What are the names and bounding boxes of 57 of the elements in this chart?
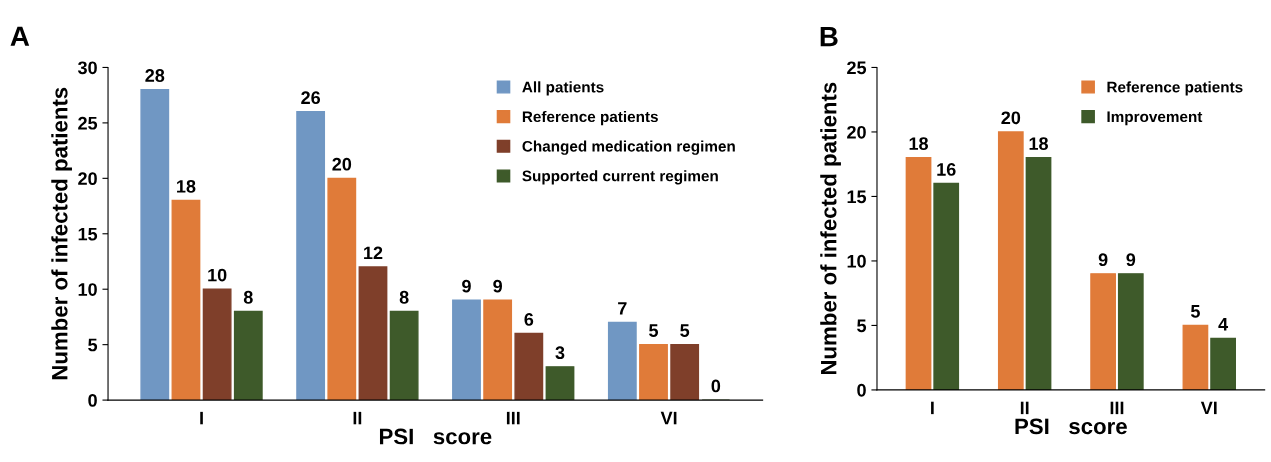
- x-tick-label: III: [1110, 401, 1124, 415]
- y-tick-label: 10: [847, 254, 866, 268]
- data-label: 20: [1001, 111, 1021, 125]
- data-label: 18: [1029, 137, 1048, 151]
- data-label: 9: [493, 279, 503, 293]
- x-tick-label: II: [353, 411, 362, 425]
- data-label: 6: [524, 313, 534, 326]
- y-axis-title: Number of infected patients: [51, 87, 72, 380]
- y-tick-label: 20: [847, 125, 866, 139]
- data-label: 10: [208, 268, 227, 282]
- y-tick-label: 30: [77, 61, 97, 75]
- data-label: 26: [301, 91, 321, 105]
- x-tick-label: II: [1020, 401, 1029, 415]
- x-tick-label: VI: [660, 411, 677, 425]
- y-tick-label: 25: [78, 116, 98, 130]
- data-label: 18: [909, 137, 929, 151]
- y-tick-label: 15: [78, 227, 98, 241]
- chart-title: B: [820, 27, 838, 47]
- y-tick-label: 5: [88, 338, 98, 352]
- legend-label: Supported current regimen: [522, 170, 718, 185]
- data-label: 4: [1218, 318, 1229, 331]
- data-label: 7: [618, 302, 627, 315]
- data-label: 16: [937, 163, 956, 176]
- data-label: 5: [1190, 305, 1200, 318]
- y-tick-label: 0: [857, 383, 866, 397]
- data-label: 9: [1126, 253, 1136, 267]
- data-label: 5: [680, 324, 690, 337]
- x-tick-label: I: [200, 411, 203, 425]
- data-label: 8: [243, 290, 253, 304]
- data-label: 20: [332, 157, 352, 171]
- data-label: 8: [399, 290, 409, 304]
- data-label: 18: [177, 179, 196, 193]
- y-tick-label: 15: [847, 190, 867, 204]
- legend-label: Improvement: [1107, 111, 1203, 126]
- x-axis-title: PSI score: [1015, 418, 1127, 435]
- x-axis-title: PSI score: [379, 428, 492, 445]
- data-label: 28: [145, 69, 165, 82]
- x-tick-label: VI: [1200, 401, 1217, 415]
- data-label: 9: [462, 279, 471, 293]
- legend-label: Reference patients: [522, 110, 658, 126]
- x-tick-label: III: [506, 411, 520, 425]
- y-tick-label: 5: [857, 319, 867, 333]
- data-label: 5: [649, 324, 659, 337]
- data-label: 0: [711, 379, 721, 393]
- y-axis-title: Number of infected patients: [820, 82, 841, 375]
- legend-label: All patients: [522, 81, 604, 96]
- y-tick-label: 20: [78, 172, 97, 186]
- chart-title: A: [10, 26, 30, 46]
- y-tick-label: 25: [847, 61, 867, 75]
- data-label: 3: [555, 346, 565, 360]
- legend-label: Reference patients: [1107, 81, 1243, 96]
- data-label: 12: [364, 246, 383, 260]
- y-tick-label: 10: [78, 283, 97, 296]
- y-tick-label: 0: [88, 394, 97, 407]
- legend-label: Changed medication regimen: [522, 140, 735, 155]
- x-tick-label: I: [931, 401, 934, 415]
- data-label: 9: [1098, 253, 1108, 267]
